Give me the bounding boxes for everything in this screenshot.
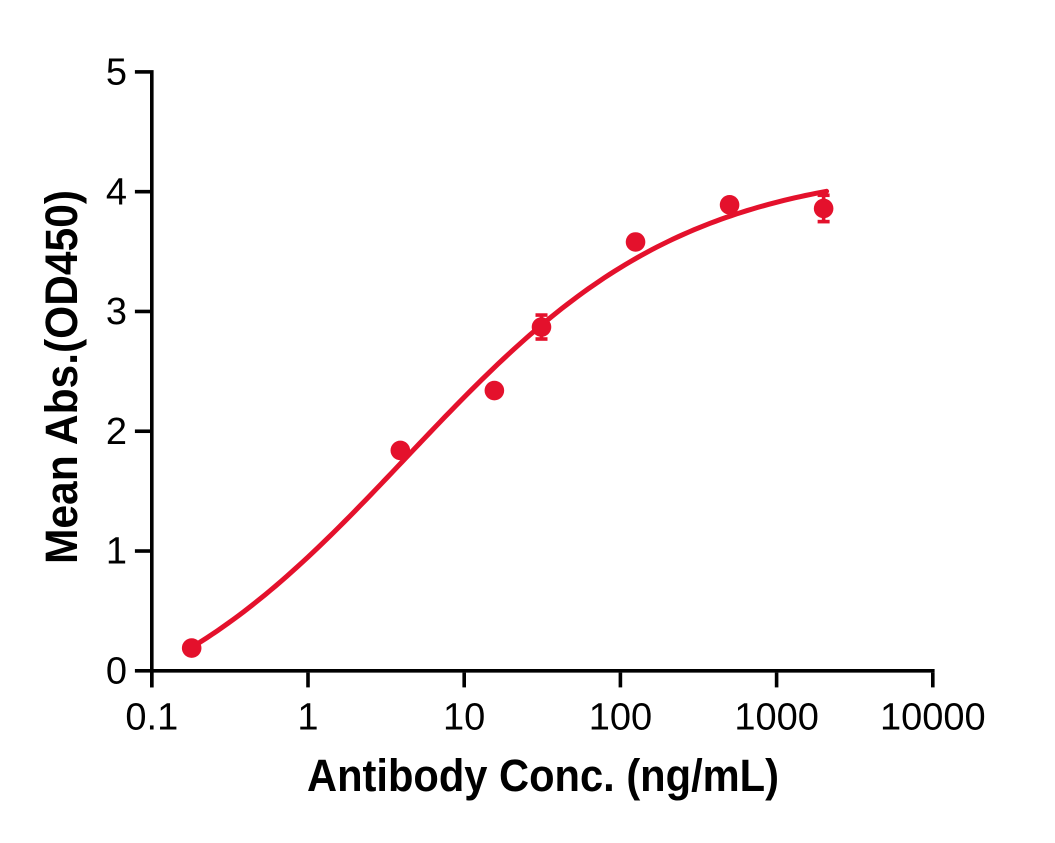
data-point	[531, 317, 552, 337]
data-point	[390, 440, 411, 461]
y-tick-label: 1	[106, 531, 127, 573]
data-point	[625, 232, 646, 252]
axes-group	[134, 70, 935, 688]
x-tick-label: 10000	[880, 697, 986, 739]
data-point	[813, 198, 834, 219]
y-tick-label: 5	[106, 52, 127, 94]
x-tick-label: 1000	[734, 697, 819, 739]
y-tick-label: 0	[106, 651, 127, 693]
y-axis-title: Mean Abs.(OD450)	[36, 190, 87, 564]
tick-labels-group: 0 1 2 3 4 5 0.1 1 10 100 1000 10000	[106, 52, 986, 739]
x-tick-label: 0.1	[125, 697, 178, 739]
data-point	[484, 380, 505, 401]
x-tick-label: 1	[297, 697, 318, 739]
fit-curve	[188, 188, 830, 651]
error-bars-group	[535, 193, 830, 341]
x-tick-label: 100	[589, 697, 652, 739]
data-point	[181, 638, 202, 658]
y-tick-label: 4	[106, 171, 127, 213]
y-tick-label: 3	[106, 291, 127, 333]
x-axis-title: Antibody Conc. (ng/mL)	[307, 750, 779, 801]
y-tick-label: 2	[106, 411, 127, 453]
x-tick-label: 10	[443, 697, 485, 739]
data-points-group	[181, 195, 834, 658]
data-point	[719, 195, 740, 215]
fit-curve-group	[188, 188, 830, 651]
